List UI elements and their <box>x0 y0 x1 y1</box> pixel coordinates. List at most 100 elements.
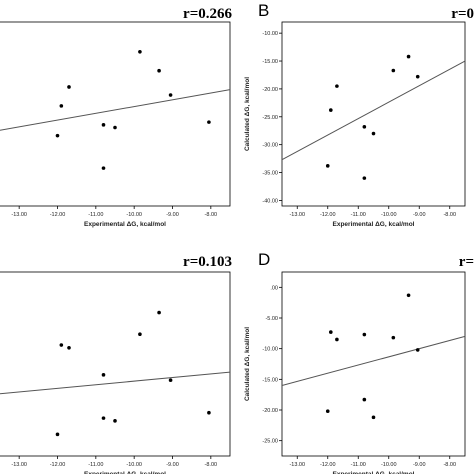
y-tick-label: -20.00 <box>262 87 278 93</box>
x-axis-title: Experimental ΔG, kcal/mol <box>333 221 415 228</box>
data-point <box>157 68 161 73</box>
x-tick-label: -9.00 <box>166 462 179 468</box>
x-tick-label: -8.00 <box>205 212 218 218</box>
x-tick-label: -9.00 <box>166 212 179 218</box>
data-point <box>362 125 367 129</box>
data-point <box>207 410 211 415</box>
data-point <box>329 108 333 112</box>
data-point <box>391 335 396 340</box>
data-point <box>101 416 106 420</box>
data-point <box>157 310 161 315</box>
data-point <box>101 123 106 127</box>
y-tick-label: -10.00 <box>262 347 278 353</box>
data-point <box>67 85 71 89</box>
y-tick-label: -25.00 <box>262 439 278 445</box>
correlation-label: r=0 <box>451 6 474 22</box>
data-point <box>371 415 376 420</box>
data-point <box>362 332 367 337</box>
y-tick-label: -25.00 <box>262 115 278 121</box>
y-tick-label: -10.00 <box>262 31 278 37</box>
plot-area <box>281 271 466 457</box>
data-point <box>415 348 420 352</box>
data-point <box>113 419 117 423</box>
data-point <box>415 74 420 79</box>
x-tick-label: -8.00 <box>443 212 456 218</box>
plot-area <box>281 21 466 207</box>
x-axis-title: Experimental ΔG, kcal/mol <box>84 471 166 474</box>
y-tick-label: -20.00 <box>262 408 278 414</box>
plot-area <box>0 271 231 457</box>
x-tick-label: -13.00 <box>289 462 305 468</box>
x-tick-label: -9.00 <box>413 462 426 468</box>
y-axis-title: Calculated ΔG, kcal/mol <box>244 77 251 151</box>
x-tick-label: -13.00 <box>289 212 305 218</box>
data-point <box>168 378 173 383</box>
data-point <box>391 68 396 73</box>
x-tick-label: -13.00 <box>11 212 27 218</box>
y-tick-label: -5.00 <box>265 316 278 322</box>
y-axis-title: Calculated ΔG, kcal/mol <box>244 327 251 401</box>
y-tick-label: -35.00 <box>262 171 278 177</box>
x-tick-label: -11.00 <box>351 212 366 218</box>
data-point <box>207 120 211 124</box>
y-tick-label: -15.00 <box>262 59 278 65</box>
data-point <box>329 330 333 334</box>
panel-letter: D <box>258 250 270 269</box>
regression-line <box>281 60 466 161</box>
regression-line <box>0 371 231 395</box>
data-point <box>335 337 339 342</box>
x-axis-title: Experimental ΔG, kcal/mol <box>333 471 415 474</box>
data-point <box>113 125 117 130</box>
x-tick-label: -11.00 <box>88 462 103 468</box>
data-point <box>406 54 411 59</box>
data-point <box>55 133 60 138</box>
data-point <box>59 343 64 347</box>
y-tick-label: .00 <box>270 285 278 291</box>
x-tick-label: -11.00 <box>88 212 103 218</box>
data-point <box>168 93 173 97</box>
correlation-label: r=0.266 <box>183 6 232 22</box>
data-point <box>138 49 142 54</box>
y-tick-label: -15.00 <box>262 377 278 383</box>
data-point <box>138 332 142 337</box>
x-tick-label: -10.00 <box>381 462 397 468</box>
x-tick-label: -9.00 <box>413 212 426 218</box>
panel-1: -13.00 -12.00 -11.00 -10.00 -9.00 -8.00 Experi… <box>0 6 232 228</box>
x-tick-label: -10.00 <box>126 212 142 218</box>
panel-3: -13.00 -12.00 -11.00 -10.00 -9.00 -8.00 Experi… <box>0 254 232 474</box>
data-point <box>325 164 330 168</box>
data-point <box>371 131 376 136</box>
y-tick-label: -30.00 <box>262 143 278 149</box>
x-tick-label: -13.00 <box>11 462 27 468</box>
correlation-label: r=0.103 <box>183 254 232 270</box>
data-point <box>406 293 411 298</box>
x-axis-title: Experimental ΔG, kcal/mol <box>84 221 166 228</box>
data-point <box>67 345 71 350</box>
data-point <box>101 166 106 170</box>
panel-2: -13.00 -12.00 -11.00 -10.00 -9.00 -8.00 -10.00… <box>244 1 474 228</box>
x-tick-label: -12.00 <box>320 462 336 468</box>
x-tick-label: -8.00 <box>443 462 456 468</box>
x-tick-label: -11.00 <box>351 462 366 468</box>
x-tick-label: -12.00 <box>50 212 66 218</box>
panel-letter: B <box>258 1 269 20</box>
panel-4: -13.00 -12.00 -11.00 -10.00 -9.00 -8.00 .00 -5.… <box>244 250 474 474</box>
plot-area <box>0 21 231 207</box>
regression-line <box>281 335 466 386</box>
data-point <box>59 104 64 108</box>
data-point <box>362 176 367 180</box>
data-point <box>362 397 367 402</box>
y-tick-label: -40.00 <box>262 198 278 204</box>
x-tick-label: -8.00 <box>205 462 218 468</box>
regression-line <box>0 89 231 131</box>
x-tick-label: -12.00 <box>320 212 336 218</box>
data-point <box>101 373 106 377</box>
x-tick-label: -12.00 <box>50 462 66 468</box>
data-point <box>335 84 339 88</box>
data-point <box>55 432 60 437</box>
x-tick-label: -10.00 <box>381 212 397 218</box>
correlation-label: r= <box>459 254 474 270</box>
x-tick-label: -10.00 <box>126 462 142 468</box>
data-point <box>325 409 330 414</box>
